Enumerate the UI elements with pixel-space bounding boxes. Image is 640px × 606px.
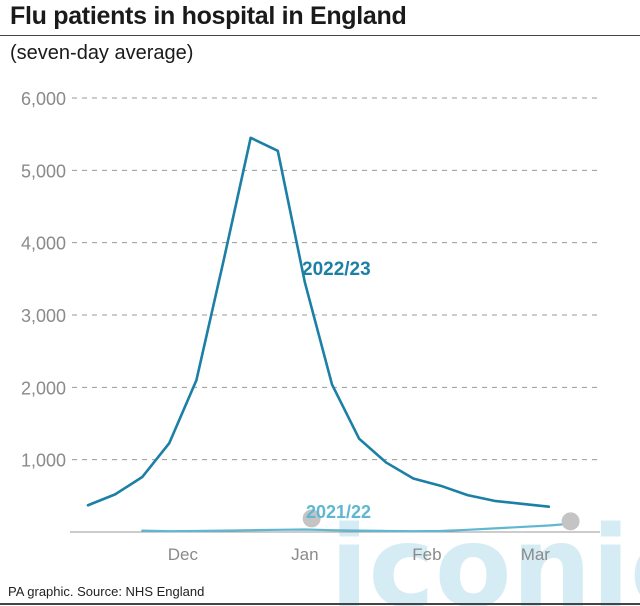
- x-tick-label: Jan: [291, 545, 318, 564]
- title-divider: [0, 35, 640, 36]
- y-tick-label: 6,000: [21, 89, 66, 109]
- y-tick-label: 5,000: [21, 161, 66, 181]
- chart-subtitle: (seven-day average): [10, 42, 194, 64]
- series-labels: 2022/23 2021/22: [302, 259, 371, 522]
- x-tick-label: Feb: [412, 545, 441, 564]
- y-tick-label: 1,000: [21, 451, 66, 471]
- series-line-2022-23: [86, 136, 551, 508]
- x-axis-ticks: Dec Jan Feb Mar: [168, 545, 551, 564]
- source-note: PA graphic. Source: NHS England: [8, 584, 205, 599]
- footer-divider: [0, 603, 640, 605]
- chart-title: Flu patients in hospital in England: [10, 2, 407, 30]
- y-tick-label: 3,000: [21, 306, 66, 326]
- x-tick-label: Dec: [168, 545, 199, 564]
- data-marker: [561, 512, 580, 531]
- series-label-2022-23: 2022/23: [302, 259, 371, 280]
- y-tick-label: 2,000: [21, 378, 66, 398]
- y-axis-ticks: 1,000 2,000 3,000 4,000 5,000 6,000: [21, 89, 66, 471]
- series-label-2021-22: 2021/22: [306, 502, 371, 522]
- watermark: iconic: [330, 503, 640, 606]
- y-tick-label: 4,000: [21, 234, 66, 254]
- gridlines: [72, 97, 600, 461]
- data-marker: [302, 509, 321, 528]
- watermark-text: iconic: [330, 503, 640, 606]
- series-lines: [86, 136, 580, 533]
- series-line-2021-22: [141, 522, 578, 533]
- x-tick-label: Mar: [521, 545, 551, 564]
